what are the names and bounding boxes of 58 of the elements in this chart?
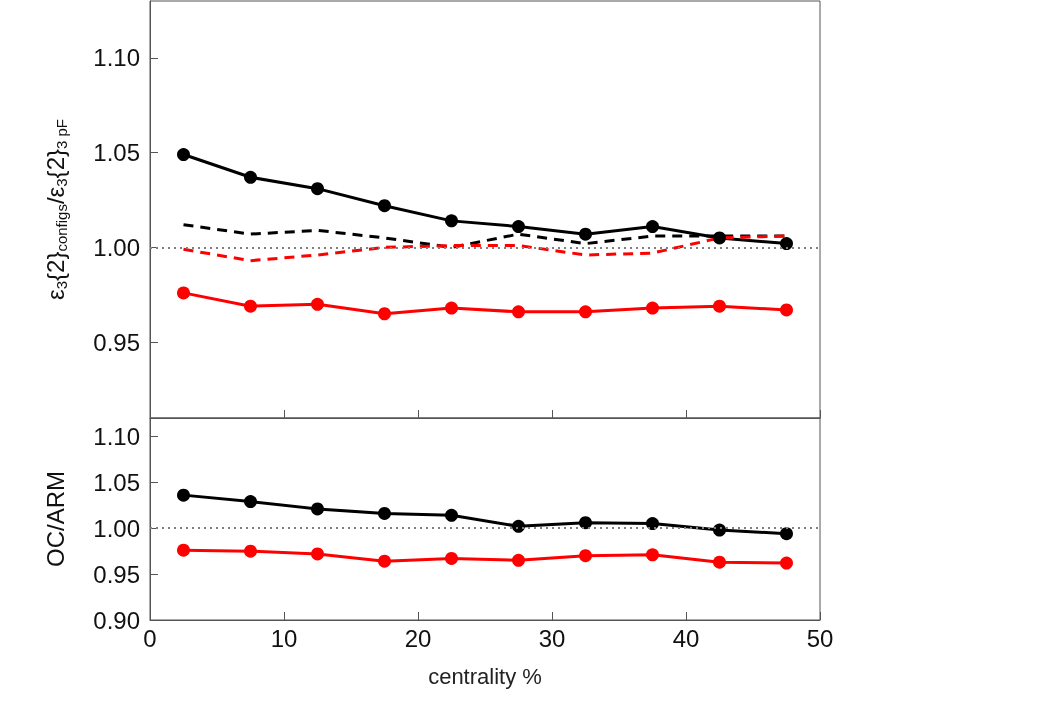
point [512, 305, 525, 319]
y-tick-label: 0.95 [93, 328, 140, 356]
point [177, 148, 190, 162]
point [177, 488, 190, 502]
point [512, 220, 525, 234]
point [445, 301, 458, 315]
x-tick-label: 50 [806, 624, 834, 652]
y-tick-label: 1.05 [93, 468, 140, 496]
point [378, 554, 391, 568]
point [579, 305, 592, 319]
point [378, 307, 391, 321]
point [713, 231, 726, 245]
point [646, 301, 659, 315]
x-tick-label: 40 [672, 624, 700, 652]
x-axis-title: centrality % [428, 663, 542, 689]
x-tick-label: 30 [538, 624, 566, 652]
y-tick-label: 1.05 [93, 139, 140, 167]
y-tick-label: 1.10 [93, 44, 140, 72]
y-tick-label: 0.90 [93, 606, 140, 634]
point [512, 519, 525, 533]
point [512, 553, 525, 567]
point [780, 527, 793, 541]
point [780, 237, 793, 251]
point [445, 551, 458, 565]
x-tick-label: 0 [143, 624, 157, 652]
point [244, 495, 257, 509]
y-tick-label: 1.00 [93, 233, 140, 261]
x-tick-label: 20 [404, 624, 432, 652]
point [378, 199, 391, 213]
point [311, 502, 324, 516]
point [311, 182, 324, 196]
point [713, 523, 726, 537]
point [311, 297, 324, 311]
point [646, 517, 659, 531]
point [713, 299, 726, 313]
point [579, 516, 592, 530]
point [445, 508, 458, 522]
point [378, 506, 391, 520]
point [579, 549, 592, 563]
point [646, 220, 659, 234]
point [445, 214, 458, 228]
point [244, 544, 257, 558]
point [177, 286, 190, 300]
point [244, 299, 257, 313]
y-tick-label: 1.00 [93, 514, 140, 542]
point [311, 547, 324, 561]
point [780, 303, 793, 317]
point [244, 170, 257, 184]
y-tick-label: 1.10 [93, 422, 140, 450]
point [780, 556, 793, 570]
text: ε3{2}configs/ε3{2}3 pF [41, 118, 70, 301]
point [579, 227, 592, 241]
point [713, 555, 726, 569]
point [177, 543, 190, 557]
y-axis-title: OC/ARM [41, 471, 69, 567]
y-tick-label: 0.95 [93, 560, 140, 588]
x-tick-label: 10 [270, 624, 298, 652]
point [646, 548, 659, 562]
